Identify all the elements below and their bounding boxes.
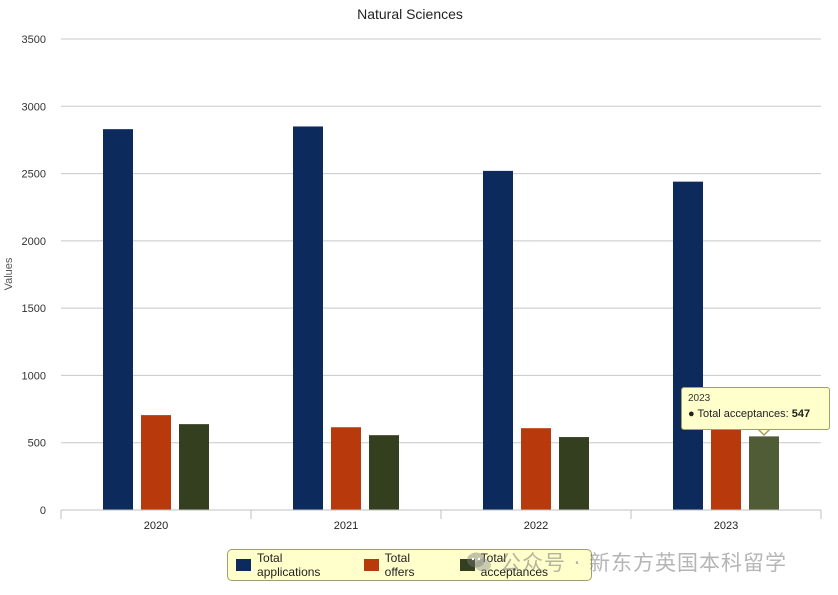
tooltip-series-label: Total acceptances (697, 408, 786, 420)
gridlines (61, 38, 821, 444)
legend-item-total-offers[interactable]: Total offers (363, 551, 440, 579)
bar-total-acceptances-2023[interactable] (749, 436, 779, 510)
legend: Total applications Total offers Total ac… (227, 549, 592, 581)
bar-total-offers-2022[interactable] (521, 428, 551, 510)
tooltip-body: ● Total acceptances: 547 (688, 406, 823, 422)
x-tick-label: 2022 (524, 520, 548, 532)
x-tick-label: 2023 (714, 520, 738, 532)
x-tick-label: 2021 (334, 520, 358, 532)
y-tick-label: 0 (40, 505, 46, 517)
bar-total-applications-2023[interactable] (673, 181, 703, 510)
tooltip-value: 547 (791, 408, 811, 420)
bar-total-acceptances-2020[interactable] (179, 424, 209, 510)
y-tick-label: 500 (28, 438, 46, 450)
y-tick-label: 1500 (22, 303, 46, 315)
bar-total-applications-2022[interactable] (483, 170, 513, 510)
bar-total-applications-2020[interactable] (103, 129, 133, 511)
y-tick-label: 3500 (22, 34, 46, 46)
bar-total-offers-2023[interactable] (711, 424, 741, 510)
legend-item-total-applications[interactable]: Total applications (236, 551, 344, 579)
tooltip-colon: : (785, 408, 792, 420)
bar-total-offers-2020[interactable] (141, 415, 171, 510)
legend-label: Total applications (257, 551, 321, 579)
bar-total-applications-2021[interactable] (293, 126, 323, 510)
tooltip-title: 2023 (688, 393, 711, 404)
chart-title: Natural Sciences (357, 6, 463, 22)
legend-item-total-acceptances[interactable]: Total acceptances (459, 551, 571, 579)
legend-label: Total acceptances (480, 551, 549, 579)
bar-total-offers-2021[interactable] (331, 427, 361, 510)
bars (103, 126, 779, 511)
bar-total-acceptances-2022[interactable] (559, 437, 589, 510)
x-axis: 2020 2021 2022 2023 (60, 509, 822, 532)
y-tick-label: 2000 (22, 236, 46, 248)
legend-swatch-offers (363, 559, 379, 571)
y-tick-label: 1000 (22, 370, 46, 382)
bar-total-acceptances-2021[interactable] (369, 435, 399, 510)
y-axis-label: Values (3, 257, 15, 290)
legend-swatch-acceptances (459, 559, 475, 571)
y-tick-label: 2500 (22, 169, 46, 181)
tooltip-bullet: ● (688, 408, 695, 420)
tooltip-arrow-fill (758, 428, 770, 434)
y-tick-label: 3000 (22, 101, 46, 113)
legend-label: Total offers (384, 551, 415, 579)
tooltip: 2023 ● Total acceptances: 547 (681, 387, 830, 430)
legend-swatch-applications (236, 559, 252, 571)
x-tick-label: 2020 (144, 520, 168, 532)
y-axis-ticks: 0 500 1000 1500 2000 2500 3000 3500 (22, 34, 46, 517)
